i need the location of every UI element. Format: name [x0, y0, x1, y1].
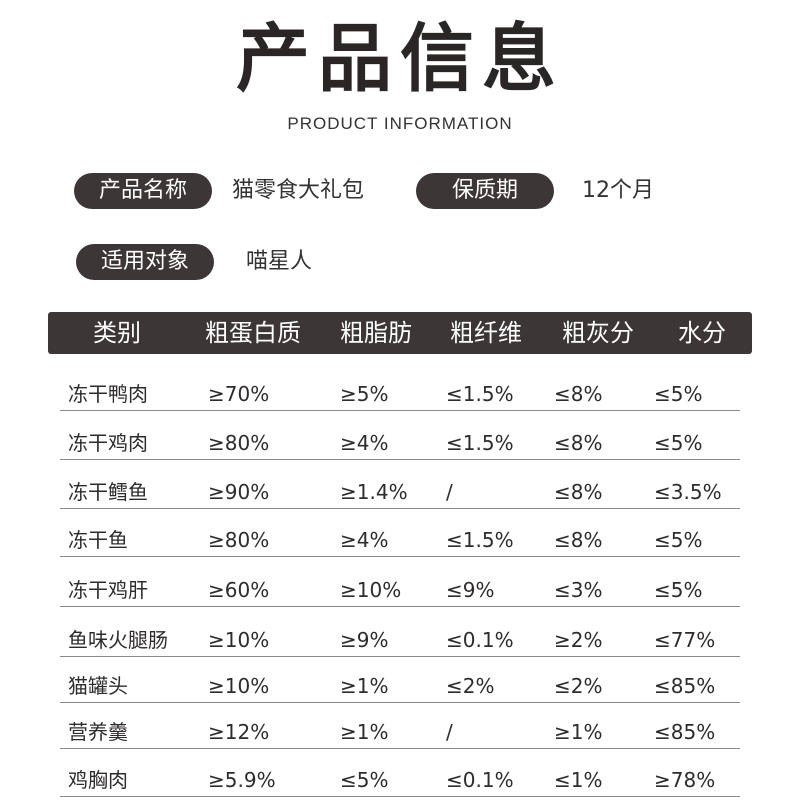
cell-fiber: ≤0.1% — [446, 628, 514, 652]
cell-category: 冻干鸡肝 — [68, 578, 148, 602]
page-title: 产品信息 — [236, 16, 564, 102]
header-fiber: 粗纤维 — [450, 319, 522, 347]
cell-fiber: ≤9% — [446, 578, 495, 602]
cell-category: 猫罐头 — [68, 674, 128, 698]
table-row: 猫罐头 ≥10% ≥1% ≤2% ≤2% ≤85% — [60, 658, 740, 703]
cell-fat: ≥1.4% — [340, 480, 408, 504]
cell-moisture: ≤3.5% — [654, 480, 722, 504]
cell-category: 冻干鳕鱼 — [68, 480, 148, 504]
cell-fat: ≥9% — [340, 628, 389, 652]
cell-protein: ≥90% — [208, 480, 270, 504]
cell-fiber: ≤1.5% — [446, 382, 514, 406]
cell-moisture: ≤85% — [654, 674, 716, 698]
cell-moisture: ≤5% — [654, 528, 703, 552]
product-name-value: 猫零食大礼包 — [232, 178, 365, 203]
table-row: 鱼味火腿肠 ≥10% ≥9% ≤0.1% ≥2% ≤77% — [60, 612, 740, 657]
cell-ash: ≤2% — [554, 674, 603, 698]
cell-ash: ≥1% — [554, 720, 603, 744]
cell-ash: ≤8% — [554, 480, 603, 504]
table-row: 冻干鱼 ≥80% ≥4% ≤1.5% ≤8% ≤5% — [60, 512, 740, 557]
product-name-label: 产品名称 — [74, 173, 212, 209]
table-row: 冻干鸭肉 ≥70% ≥5% ≤1.5% ≤8% ≤5% — [60, 366, 740, 411]
cell-category: 冻干鸭肉 — [68, 382, 148, 406]
cell-protein: ≥12% — [208, 720, 270, 744]
table-row: 鸡胸肉 ≥5.9% ≤5% ≤0.1% ≤1% ≥78% — [60, 752, 740, 797]
cell-moisture: ≥78% — [654, 768, 716, 792]
cell-ash: ≤3% — [554, 578, 603, 602]
cell-fat: ≥4% — [340, 528, 389, 552]
cell-fiber: / — [446, 720, 453, 744]
cell-ash: ≤1% — [554, 768, 603, 792]
target-value: 喵星人 — [246, 249, 313, 274]
cell-ash: ≤8% — [554, 528, 603, 552]
cell-fat: ≤5% — [340, 768, 389, 792]
cell-moisture: ≤5% — [654, 382, 703, 406]
cell-category: 营养羹 — [68, 720, 128, 744]
cell-moisture: ≤85% — [654, 720, 716, 744]
cell-fat: ≥5% — [340, 382, 389, 406]
cell-protein: ≥70% — [208, 382, 270, 406]
cell-protein: ≥60% — [208, 578, 270, 602]
cell-fiber: ≤2% — [446, 674, 495, 698]
cell-fat: ≥1% — [340, 674, 389, 698]
cell-protein: ≥5.9% — [208, 768, 276, 792]
cell-fiber: ≤0.1% — [446, 768, 514, 792]
cell-protein: ≥10% — [208, 674, 270, 698]
cell-moisture: ≤5% — [654, 578, 703, 602]
cell-fiber: ≤1.5% — [446, 528, 514, 552]
cell-fat: ≥10% — [340, 578, 402, 602]
target-label: 适用对象 — [76, 244, 214, 280]
cell-fiber: ≤1.5% — [446, 431, 514, 455]
cell-category: 冻干鸡肉 — [68, 431, 148, 455]
shelf-life-value: 12个月 — [582, 178, 654, 203]
header-protein: 粗蛋白质 — [205, 319, 301, 347]
header-category: 类别 — [93, 319, 141, 347]
header-moisture: 水分 — [678, 319, 726, 347]
cell-protein: ≥10% — [208, 628, 270, 652]
cell-category: 鱼味火腿肠 — [68, 628, 168, 652]
cell-category: 冻干鱼 — [68, 528, 128, 552]
table-row: 冻干鳕鱼 ≥90% ≥1.4% / ≤8% ≤3.5% — [60, 464, 740, 509]
cell-fiber: / — [446, 480, 453, 504]
header-ash: 粗灰分 — [562, 319, 634, 347]
cell-category: 鸡胸肉 — [68, 768, 128, 792]
table-row: 冻干鸡肉 ≥80% ≥4% ≤1.5% ≤8% ≤5% — [60, 415, 740, 460]
cell-moisture: ≤77% — [654, 628, 716, 652]
cell-ash: ≤8% — [554, 382, 603, 406]
cell-moisture: ≤5% — [654, 431, 703, 455]
cell-ash: ≥2% — [554, 628, 603, 652]
cell-fat: ≥1% — [340, 720, 389, 744]
cell-fat: ≥4% — [340, 431, 389, 455]
shelf-life-label: 保质期 — [416, 173, 554, 209]
cell-protein: ≥80% — [208, 528, 270, 552]
header-fat: 粗脂肪 — [340, 319, 412, 347]
table-row: 冻干鸡肝 ≥60% ≥10% ≤9% ≤3% ≤5% — [60, 562, 740, 607]
table-header: 类别 粗蛋白质 粗脂肪 粗纤维 粗灰分 水分 — [48, 312, 752, 354]
cell-ash: ≤8% — [554, 431, 603, 455]
page-subtitle: PRODUCT INFORMATION — [287, 114, 513, 133]
cell-protein: ≥80% — [208, 431, 270, 455]
table-row: 营养羹 ≥12% ≥1% / ≥1% ≤85% — [60, 704, 740, 749]
